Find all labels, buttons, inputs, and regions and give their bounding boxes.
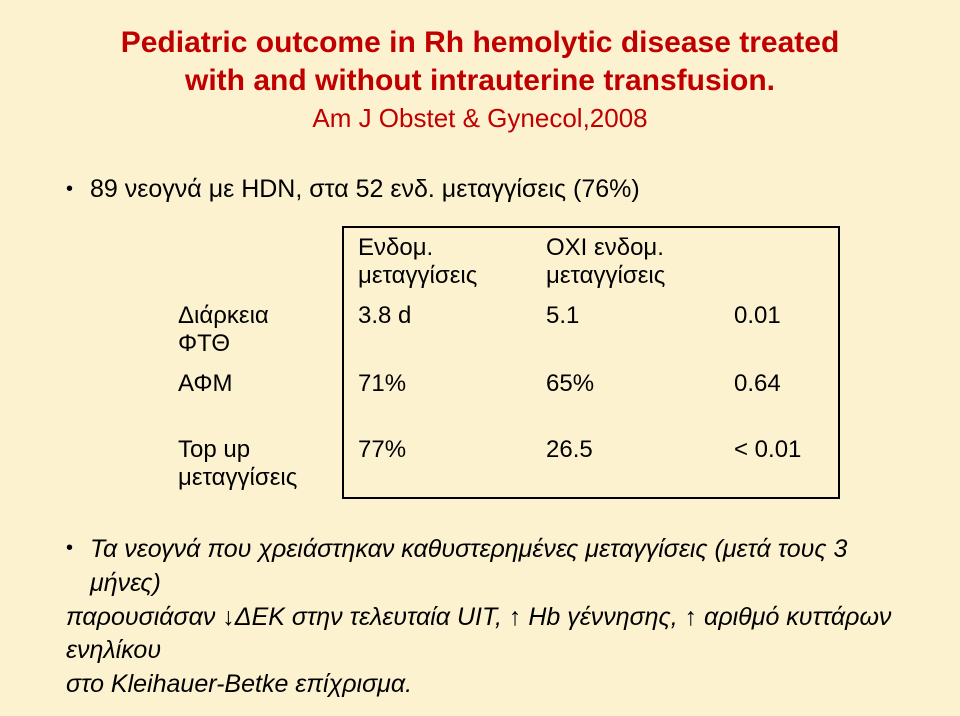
table-header-row: Ενδομ. μεταγγίσεις ΟΧΙ ενδομ. μεταγγίσει… — [164, 227, 839, 296]
cell-r2c0: ΑΦΜ — [164, 364, 343, 404]
cell-r3c0: Top up μεταγγίσεις — [164, 430, 343, 498]
slide: Pediatric outcome in Rh hemolytic diseas… — [0, 0, 960, 716]
slide-title: Pediatric outcome in Rh hemolytic diseas… — [44, 24, 916, 99]
bullet-text-1: 89 νεογνά με HDN, στα 52 ενδ. μεταγγίσει… — [90, 174, 640, 204]
cell-r2c1: 71% — [343, 364, 532, 404]
cell-r1c2: 5.1 — [532, 296, 720, 364]
footnote-line-2: παρουσιάσαν ↓ΔΕΚ στην τελευταία UIT, ↑ H… — [66, 601, 916, 669]
cell-r1c1: 3.8 d — [343, 296, 532, 364]
cell-r3c2: 26.5 — [532, 430, 720, 498]
cell-r2c3: 0.64 — [720, 364, 839, 404]
table-gap-row — [164, 404, 839, 430]
cell-r3c3: < 0.01 — [720, 430, 839, 498]
slide-subtitle: Am J Obstet & Gynecol,2008 — [44, 103, 916, 134]
title-line-2: with and without intrauterine transfusio… — [44, 62, 916, 100]
cell-r1c0: Διάρκεια ΦΤΘ — [164, 296, 343, 364]
footnote-line-1: Τα νεογνά που χρειάστηκαν καθυστερημένες… — [90, 533, 916, 601]
footnote-bullet-row: • Τα νεογνά που χρειάστηκαν καθυστερημέν… — [66, 533, 916, 601]
cell-r2c2: 65% — [532, 364, 720, 404]
down-arrow-icon: ↓ — [222, 603, 235, 631]
cell-r1c3: 0.01 — [720, 296, 839, 364]
table-row: Διάρκεια ΦΤΘ 3.8 d 5.1 0.01 — [164, 296, 839, 364]
th-blank-3 — [720, 227, 839, 296]
th-col2: ΟΧΙ ενδομ. μεταγγίσεις — [532, 227, 720, 296]
table-row: Top up μεταγγίσεις 77% 26.5 < 0.01 — [164, 430, 839, 498]
table-row: ΑΦΜ 71% 65% 0.64 — [164, 364, 839, 404]
bullet-item-1: • 89 νεογνά με HDN, στα 52 ενδ. μεταγγίσ… — [66, 174, 916, 204]
title-line-1: Pediatric outcome in Rh hemolytic diseas… — [121, 26, 840, 59]
bullet-dot-icon: • — [66, 174, 90, 204]
footnote-line-3: στο Kleihauer-Betke επίχρισμα. — [66, 668, 916, 702]
up-arrow-icon: ↑ — [685, 603, 698, 631]
bullet-dot-icon: • — [66, 533, 90, 563]
cell-r3c1: 77% — [343, 430, 532, 498]
th-col1: Ενδομ. μεταγγίσεις — [343, 227, 532, 296]
up-arrow-icon: ↑ — [509, 603, 522, 631]
footnote-block: • Τα νεογνά που χρειάστηκαν καθυστερημέν… — [66, 533, 916, 702]
data-table: Ενδομ. μεταγγίσεις ΟΧΙ ενδομ. μεταγγίσει… — [164, 226, 840, 499]
th-blank-0 — [164, 227, 343, 296]
